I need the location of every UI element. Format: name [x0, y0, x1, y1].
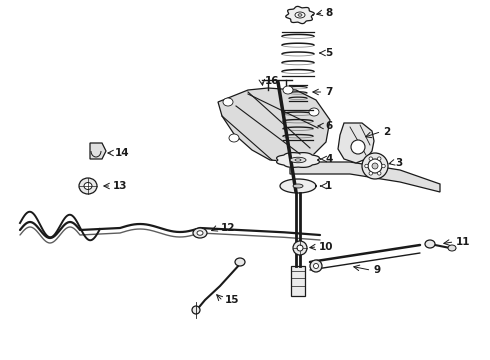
- Ellipse shape: [309, 108, 319, 116]
- Ellipse shape: [382, 164, 385, 168]
- Ellipse shape: [368, 159, 382, 173]
- Ellipse shape: [290, 157, 306, 163]
- Ellipse shape: [365, 164, 368, 168]
- Ellipse shape: [235, 258, 245, 266]
- Polygon shape: [90, 143, 106, 159]
- Text: 8: 8: [325, 8, 332, 18]
- Ellipse shape: [84, 183, 92, 189]
- Ellipse shape: [377, 157, 381, 161]
- Text: 5: 5: [325, 48, 332, 58]
- Polygon shape: [338, 123, 374, 163]
- Polygon shape: [286, 6, 314, 24]
- Ellipse shape: [79, 178, 97, 194]
- Ellipse shape: [283, 86, 293, 94]
- Text: 12: 12: [221, 223, 236, 233]
- Ellipse shape: [297, 245, 303, 251]
- Text: 9: 9: [373, 265, 380, 275]
- Text: 3: 3: [395, 158, 402, 168]
- Ellipse shape: [310, 260, 322, 272]
- Ellipse shape: [293, 184, 303, 188]
- Ellipse shape: [372, 163, 378, 169]
- Polygon shape: [290, 162, 440, 192]
- Ellipse shape: [448, 245, 456, 251]
- Ellipse shape: [229, 134, 239, 142]
- Text: 4: 4: [325, 154, 332, 164]
- Text: 16: 16: [265, 76, 279, 86]
- Ellipse shape: [197, 231, 203, 235]
- Text: 10: 10: [319, 242, 334, 252]
- Text: 7: 7: [325, 87, 332, 97]
- Text: 14: 14: [115, 148, 130, 158]
- Ellipse shape: [377, 172, 381, 175]
- Ellipse shape: [362, 153, 388, 179]
- Text: 11: 11: [456, 237, 470, 247]
- Bar: [291, 266, 305, 296]
- Polygon shape: [218, 88, 330, 162]
- Polygon shape: [280, 179, 316, 193]
- Ellipse shape: [193, 228, 207, 238]
- Text: 6: 6: [325, 121, 332, 131]
- Ellipse shape: [223, 98, 233, 106]
- Ellipse shape: [369, 157, 372, 161]
- Polygon shape: [276, 153, 319, 167]
- Ellipse shape: [192, 306, 200, 314]
- Ellipse shape: [293, 241, 307, 255]
- Ellipse shape: [295, 12, 305, 18]
- Ellipse shape: [351, 140, 365, 154]
- Text: 13: 13: [113, 181, 127, 191]
- Text: 15: 15: [225, 295, 240, 305]
- Ellipse shape: [425, 240, 435, 248]
- Ellipse shape: [369, 172, 372, 175]
- Ellipse shape: [298, 14, 302, 16]
- Text: 1: 1: [325, 181, 332, 191]
- Text: 2: 2: [383, 127, 390, 137]
- Ellipse shape: [295, 159, 301, 161]
- Ellipse shape: [314, 264, 318, 269]
